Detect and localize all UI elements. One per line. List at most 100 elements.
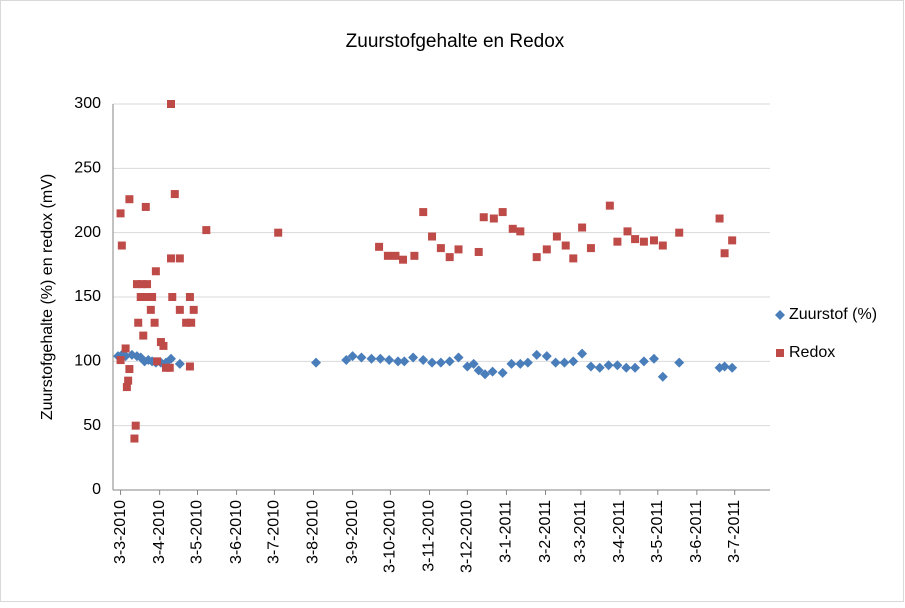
point [174,358,185,369]
point [578,223,587,232]
point [531,349,542,360]
point [550,357,561,368]
point [167,100,176,108]
point [165,363,174,372]
point [175,254,184,263]
x-tick-label: 3-7-2011 [726,500,743,563]
point [347,351,358,362]
point [168,293,177,301]
point [410,251,419,260]
point [559,357,570,368]
point [167,254,176,263]
x-tick-label: 3-10-2010 [382,500,399,573]
point [131,421,140,430]
point [399,356,410,367]
point [675,228,684,237]
point [375,242,384,251]
point [603,360,614,371]
x-tick-label: 3-3-2010 [112,500,129,564]
point [427,357,438,368]
point [341,355,352,366]
point [185,362,194,371]
point [468,358,479,369]
point [384,355,395,366]
x-tick-label: 3-6-2010 [228,500,245,564]
point [311,357,322,368]
point [585,361,596,372]
point [202,226,211,235]
point [453,352,464,363]
point [639,237,648,246]
point [132,280,141,289]
x-tick-label: 3-1-2011 [498,500,515,563]
point [366,353,377,364]
point [552,232,561,241]
x-tick-label: 3-9-2010 [344,500,361,564]
point [159,341,168,350]
point [139,331,148,340]
point [515,358,526,369]
point [638,356,649,367]
point [187,318,196,327]
point [175,305,184,314]
point [630,362,641,373]
point [170,190,179,199]
point [138,280,147,289]
point [631,235,640,244]
point [408,352,419,363]
point [715,214,724,223]
point [497,367,508,378]
point [150,318,159,327]
point [532,253,541,262]
point [508,224,517,233]
point [542,245,551,254]
point [375,353,386,364]
point [153,357,162,366]
legend-label: Zuurstof (%) [789,306,877,323]
point [594,362,605,373]
point [577,348,588,359]
point [274,228,283,237]
y-tick-label: 300 [74,95,101,112]
point [428,232,437,241]
point [657,371,668,382]
y-tick-label: 200 [74,224,101,241]
point [356,352,367,363]
point [648,353,659,364]
point [392,356,403,367]
point [522,357,533,368]
point [727,362,738,373]
point [148,293,157,301]
point [182,318,191,327]
point [143,293,152,301]
point [498,208,507,217]
point [185,293,194,301]
point [134,318,143,327]
x-tick-label: 3-12-2010 [459,500,476,573]
point [561,241,570,250]
x-tick-label: 3-5-2010 [189,500,206,564]
point [621,362,632,373]
point [444,356,455,367]
point [719,361,730,372]
point [130,434,139,443]
point [121,344,130,353]
y-axis-label: Zuurstofgehalte (%) en redox (mV) [39,174,56,420]
point [116,209,125,218]
legend-marker [775,310,785,320]
point [124,376,133,385]
point [391,251,400,260]
y-tick-label: 100 [74,353,101,370]
point [613,237,622,246]
point [383,251,392,260]
y-tick-label: 0 [92,481,101,498]
point [435,357,446,368]
point [445,253,454,262]
point [612,360,623,371]
point [136,293,145,301]
point [116,356,125,365]
x-tick-label: 3-7-2010 [266,500,283,564]
point [623,227,632,236]
x-tick-label: 3-3-2011 [572,500,589,563]
